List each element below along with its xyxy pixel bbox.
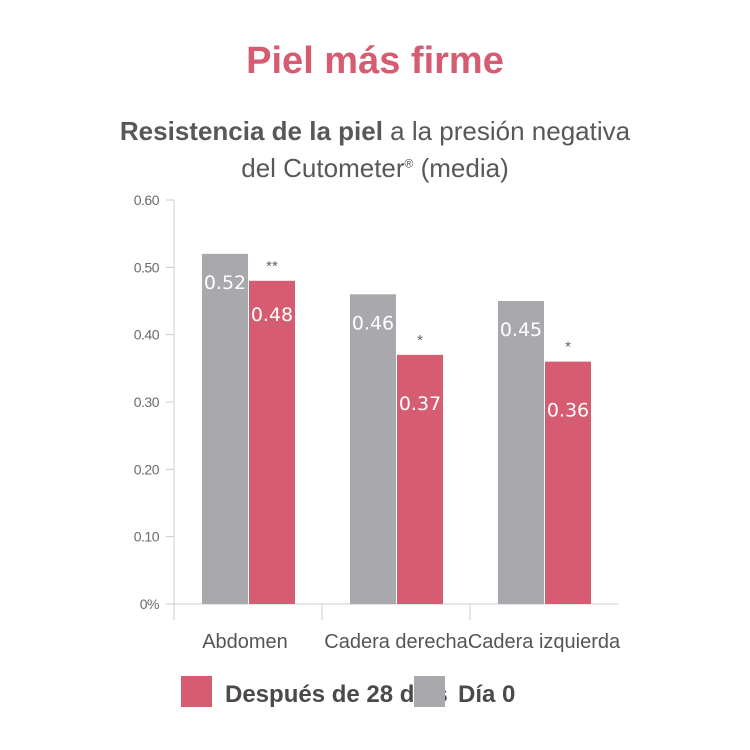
chart-title: Piel más firme [246,40,504,82]
bar-dia-0 [498,301,544,604]
subtitle-rest: a la presión negativa [382,116,631,146]
legend-label: Después de 28 días [225,681,448,708]
data-label: 0.37 [399,393,441,415]
chart-subtitle-line1: Resistencia de la piel a la presión nega… [0,116,750,147]
bar-despues-28-dias [545,361,591,604]
bar-despues-28-dias [397,354,443,604]
significance-marker: ** [266,258,278,275]
bar-dia-0 [202,253,248,604]
category-label: Abdomen [202,631,288,653]
category-label: Cadera izquierda [468,631,621,653]
significance-marker: * [417,332,423,349]
registered-mark: ® [404,156,414,171]
data-label: 0.52 [204,272,246,294]
significance-marker: * [565,339,571,356]
subtitle-end: (media) [413,153,509,183]
legend-label: Día 0 [458,681,515,708]
legend-swatch [181,676,212,707]
y-tick-label: 0% [140,596,159,612]
bar-despues-28-dias [249,280,295,604]
y-tick-label: 0.30 [134,394,160,410]
subtitle-line2: del Cutometer [241,153,405,183]
data-label: 0.48 [251,304,293,326]
data-label: 0.45 [500,319,542,341]
y-tick-label: 0.20 [134,461,160,477]
data-label: 0.46 [352,312,394,334]
legend-swatch [414,676,445,707]
subtitle-bold: Resistencia de la piel [119,116,383,146]
chart-subtitle-line2: del Cutometer® (media) [0,153,750,184]
category-label: Cadera derecha [324,631,468,653]
y-tick-label: 0.40 [134,327,160,343]
data-label: 0.36 [547,400,589,422]
y-tick-label: 0.10 [134,529,160,545]
y-tick-label: 0.50 [134,259,160,275]
bar-dia-0 [350,294,396,604]
y-tick-label: 0.60 [134,192,160,208]
